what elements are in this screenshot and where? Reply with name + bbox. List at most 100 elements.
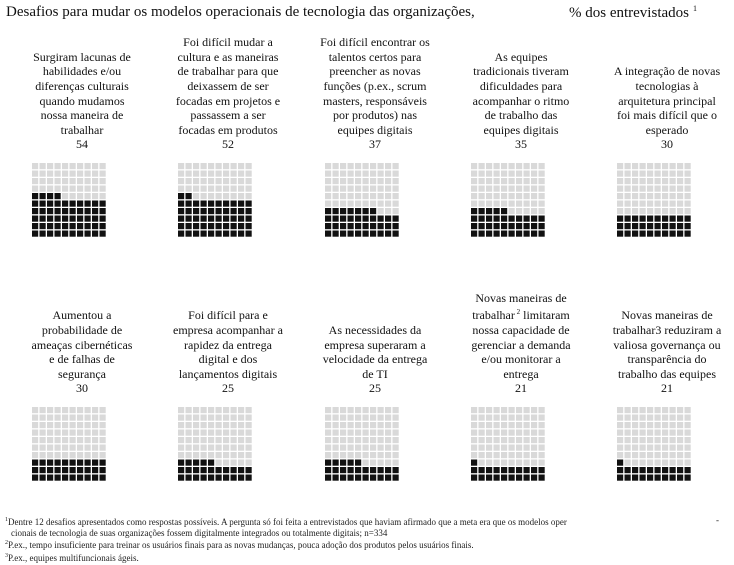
- waffle-cell-empty: [62, 407, 69, 414]
- waffle-cell-empty: [385, 444, 392, 451]
- waffle-cell-empty: [632, 208, 639, 215]
- waffle-cell-empty: [516, 185, 523, 192]
- waffle-cell-empty: [99, 163, 106, 170]
- waffle-cell-filled: [84, 467, 91, 474]
- waffle-cell-empty: [684, 193, 691, 200]
- waffle-cell-filled: [677, 215, 684, 222]
- waffle-cell-filled: [385, 230, 392, 237]
- waffle-cell-empty: [340, 422, 347, 429]
- waffle-cell-empty: [684, 452, 691, 459]
- waffle-cell-empty: [531, 452, 538, 459]
- footnote-1-line-1: 1Dentre 12 desafios apresentados como re…: [5, 515, 727, 528]
- waffle-cell-empty: [531, 185, 538, 192]
- waffle-cell-empty: [385, 452, 392, 459]
- waffle-cell-empty: [99, 185, 106, 192]
- waffle-cell-empty: [617, 422, 624, 429]
- waffle-cell-empty: [486, 407, 493, 414]
- category-label-line: empresa superaram a: [324, 337, 426, 352]
- waffle-cell-empty: [39, 414, 46, 421]
- waffle-cell-empty: [471, 429, 478, 436]
- waffle-cell-filled: [99, 467, 106, 474]
- waffle-cell-empty: [245, 170, 252, 177]
- waffle-cell-filled: [340, 467, 347, 474]
- waffle-cell-empty: [215, 178, 222, 185]
- waffle-cell-empty: [392, 163, 399, 170]
- waffle-cell-empty: [370, 407, 377, 414]
- waffle-cell-filled: [493, 474, 500, 481]
- waffle-cell-filled: [362, 230, 369, 237]
- waffle-cell-empty: [478, 185, 485, 192]
- waffle-cell-empty: [684, 437, 691, 444]
- waffle-cell-filled: [245, 208, 252, 215]
- waffle-cell-empty: [178, 414, 185, 421]
- waffle-cell-empty: [538, 444, 545, 451]
- waffle-cell-empty: [223, 170, 230, 177]
- waffle-cell-empty: [62, 414, 69, 421]
- waffle-cell-empty: [340, 178, 347, 185]
- waffle-cell-filled: [77, 223, 84, 230]
- waffle-cell-empty: [478, 178, 485, 185]
- waffle-cell-empty: [362, 459, 369, 466]
- waffle-cell-empty: [677, 422, 684, 429]
- waffle-cell-filled: [54, 467, 61, 474]
- waffle-cell-empty: [69, 163, 76, 170]
- waffle-cell-filled: [624, 215, 631, 222]
- waffle-cell-empty: [385, 170, 392, 177]
- category-label-line: empresa acompanhar a: [173, 323, 283, 338]
- waffle-cell-filled: [69, 474, 76, 481]
- waffle-cell-empty: [185, 437, 192, 444]
- waffle-cell-empty: [632, 170, 639, 177]
- waffle-cell-filled: [54, 474, 61, 481]
- category-label-line: equipes digitais: [483, 122, 559, 137]
- waffle-cell-filled: [223, 200, 230, 207]
- waffle-cell-empty: [325, 414, 332, 421]
- category-label-line: tradicionais tiveram: [473, 64, 569, 79]
- waffle-cell-empty: [77, 429, 84, 436]
- waffle-cell-empty: [208, 437, 215, 444]
- waffle-cell-filled: [39, 200, 46, 207]
- waffle-cell-empty: [478, 452, 485, 459]
- waffle-cell-filled: [32, 230, 39, 237]
- waffle-cell-empty: [54, 452, 61, 459]
- waffle-cell-empty: [486, 178, 493, 185]
- waffle-cell-empty: [69, 170, 76, 177]
- waffle-cell-empty: [662, 422, 669, 429]
- waffle-grid: [471, 163, 545, 237]
- waffle-cell-empty: [193, 437, 200, 444]
- waffle-cell-empty: [47, 163, 54, 170]
- waffle-cell-filled: [193, 474, 200, 481]
- category-label-line: focadas em projetos e: [175, 93, 281, 108]
- waffle-cell-empty: [99, 452, 106, 459]
- waffle-cell-empty: [647, 185, 654, 192]
- waffle-cell-filled: [325, 208, 332, 215]
- waffle-cell-filled: [47, 200, 54, 207]
- waffle-cell-filled: [208, 467, 215, 474]
- waffle-cell-empty: [215, 444, 222, 451]
- waffle-cell-empty: [523, 444, 530, 451]
- waffle-cell-empty: [669, 459, 676, 466]
- waffle-cell-filled: [493, 208, 500, 215]
- waffle-cell-empty: [370, 178, 377, 185]
- waffle-cell-empty: [84, 407, 91, 414]
- category-label-line: digital e dos: [198, 352, 258, 367]
- waffle-cell-empty: [538, 200, 545, 207]
- waffle-cell-empty: [77, 444, 84, 451]
- category-label: Foi difícil mudar a cultura e as maneiras…: [158, 10, 298, 152]
- waffle-cell-empty: [193, 407, 200, 414]
- waffle-cell-filled: [77, 200, 84, 207]
- waffle-cell-filled: [223, 223, 230, 230]
- waffle-cell-empty: [493, 422, 500, 429]
- waffle-cell-filled: [325, 474, 332, 481]
- waffle-cell-filled: [377, 230, 384, 237]
- waffle-cell-empty: [193, 429, 200, 436]
- waffle-cell-empty: [223, 185, 230, 192]
- waffle-cell-filled: [32, 208, 39, 215]
- waffle-cell-empty: [77, 437, 84, 444]
- category-label-line: Aumentou a: [52, 308, 112, 323]
- category-label-line: focadas em produtos: [178, 122, 278, 137]
- waffle-cell-empty: [669, 407, 676, 414]
- waffle-cell-empty: [340, 185, 347, 192]
- waffle-cell-filled: [516, 215, 523, 222]
- waffle-cell-empty: [178, 163, 185, 170]
- waffle-cell-empty: [185, 414, 192, 421]
